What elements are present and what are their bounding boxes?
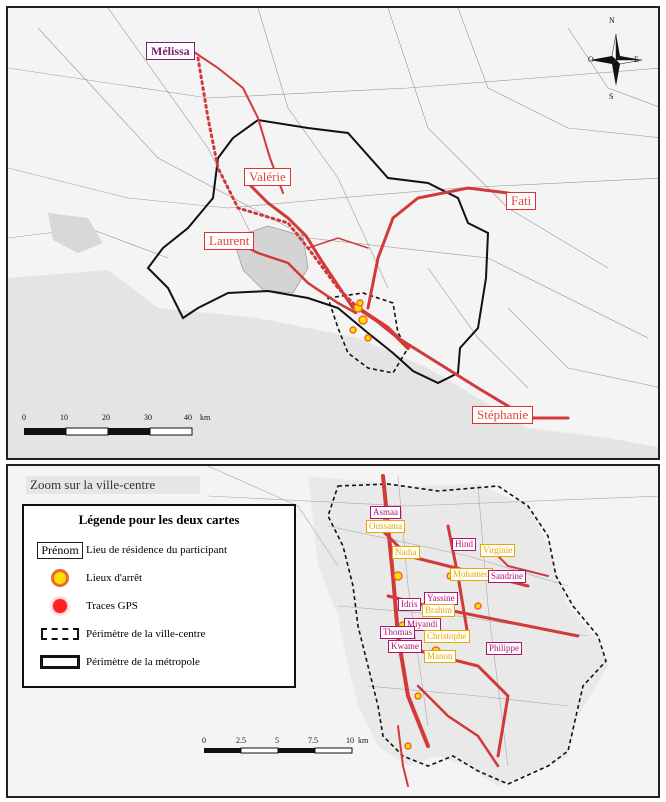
- lake-left: [48, 213, 103, 253]
- legend-prenom-symbol: Prénom: [37, 541, 83, 559]
- legend-label: Lieux d'arrêt: [86, 572, 143, 584]
- gps-traces: [187, 47, 570, 420]
- legend-label: Périmètre de la ville-centre: [86, 628, 206, 640]
- legend-label: Traces GPS: [86, 600, 138, 612]
- compass-s: S: [609, 92, 614, 101]
- scale-tick: 2.5: [236, 736, 246, 745]
- scale-tick: 10: [60, 413, 68, 422]
- participant-label[interactable]: Valérie: [244, 168, 291, 186]
- participant-label[interactable]: Fati: [506, 192, 537, 210]
- scale-tick: 0: [202, 736, 206, 745]
- legend-row-stops: Lieux d'arrêt: [34, 568, 142, 588]
- road-network: [207, 466, 658, 767]
- compass-rose: [590, 33, 643, 86]
- participant-label[interactable]: Kwame: [388, 640, 422, 653]
- participant-label[interactable]: Philippe: [486, 642, 523, 655]
- participant-label[interactable]: Virginie: [480, 544, 516, 557]
- zoom-title: Zoom sur la ville-centre: [26, 476, 200, 494]
- scale-bar-1: [24, 427, 193, 436]
- city-zoom-map[interactable]: Zoom sur la ville-centre Légende pour le…: [6, 464, 660, 798]
- stop-dot-icon: [51, 569, 69, 587]
- solid-line-icon: [40, 655, 80, 669]
- gps-dot-icon: [53, 599, 67, 613]
- city-boundary: [327, 483, 607, 785]
- metropole-map[interactable]: N E S O 0 10 20 30 40 km Mélissa Valérie…: [6, 6, 660, 460]
- scale-tick: 0: [22, 413, 26, 422]
- compass-n: N: [609, 16, 615, 25]
- scale-tick: 7.5: [308, 736, 318, 745]
- scale-unit: km: [200, 413, 211, 422]
- participant-label[interactable]: Sandrine: [488, 570, 526, 583]
- scale-bar-2: [204, 747, 353, 754]
- scale-tick: 5: [275, 736, 279, 745]
- stop-points: [349, 299, 372, 342]
- participant-label[interactable]: Christophe: [424, 630, 470, 643]
- participant-label[interactable]: Nadia: [392, 546, 420, 559]
- participant-label[interactable]: Manon: [424, 650, 456, 663]
- legend-box: Légende pour les deux cartes Prénom Lieu…: [22, 504, 296, 688]
- scale-tick: 40: [184, 413, 192, 422]
- participant-label[interactable]: Brahim: [422, 604, 455, 617]
- scale-tick: 20: [102, 413, 110, 422]
- legend-row-city: Périmètre de la ville-centre: [34, 624, 205, 644]
- scale-tick: 30: [144, 413, 152, 422]
- compass-e: E: [634, 55, 639, 64]
- metropole-boundary: [146, 118, 490, 385]
- participant-label[interactable]: Asmaa: [370, 506, 401, 519]
- compass-o: O: [588, 55, 594, 64]
- participant-label[interactable]: Hind: [452, 538, 476, 551]
- city-boundary: [326, 292, 409, 374]
- legend-row-gps: Traces GPS: [34, 596, 138, 616]
- legend-row-residence: Prénom Lieu de résidence du participant: [34, 540, 227, 560]
- participant-label[interactable]: Oussama: [366, 520, 405, 533]
- participant-label[interactable]: Mohamed: [450, 568, 493, 581]
- road-network: [8, 8, 658, 389]
- participant-label[interactable]: Laurent: [204, 232, 255, 250]
- dashed-line-icon: [41, 628, 79, 640]
- legend-label: Périmètre de la métropole: [86, 656, 200, 668]
- scale-unit: km: [358, 736, 369, 745]
- participant-label[interactable]: Stéphanie: [472, 406, 534, 424]
- participant-label[interactable]: Mélissa: [146, 42, 195, 60]
- legend-title: Légende pour les deux cartes: [78, 512, 240, 527]
- participant-label[interactable]: Thomas: [380, 626, 415, 639]
- metropole-map-canvas: [8, 8, 658, 458]
- legend-row-metro: Périmètre de la métropole: [34, 652, 200, 672]
- participant-label[interactable]: Idris: [398, 598, 421, 611]
- legend-label: Lieu de résidence du participant: [86, 544, 228, 556]
- scale-tick: 10: [346, 736, 354, 745]
